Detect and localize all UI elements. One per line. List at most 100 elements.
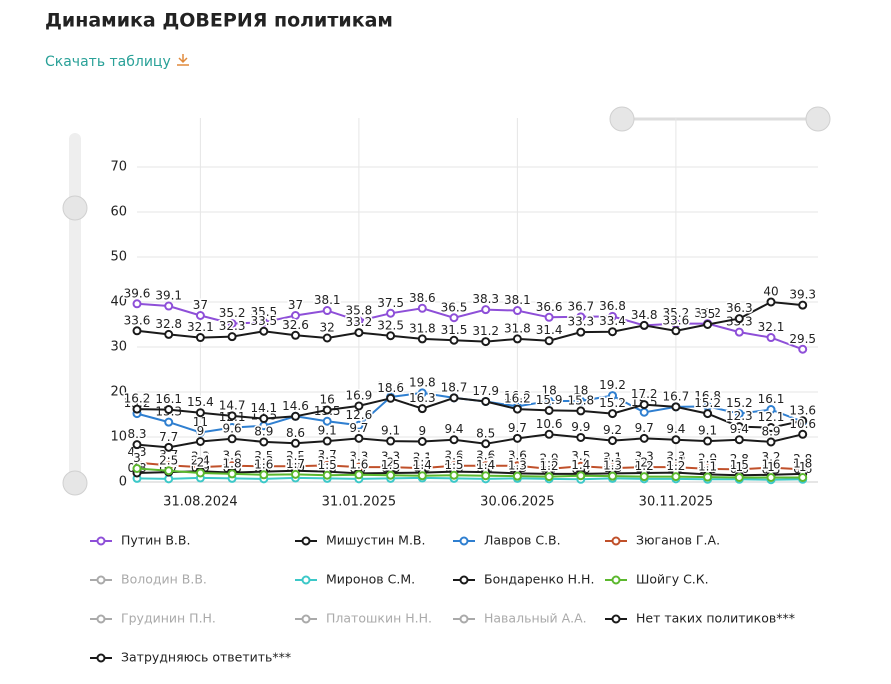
data-label: 2.1 [666,455,685,469]
data-label: 18.6 [377,381,404,395]
data-label: 1.3 [508,459,527,473]
data-label: 15.9 [536,393,563,407]
data-label: 9.9 [571,420,590,434]
data-point [798,429,808,439]
data-label: 0.8 [603,461,622,475]
data-point [512,404,522,414]
x-tick-label: 31.01.2025 [322,495,396,510]
chart-title: Динамика ДОВЕРИЯ политикам [45,10,393,32]
data-point [576,432,586,442]
legend-label[interactable]: Лавров С.В. [484,533,561,548]
data-label: 34.8 [631,308,658,322]
data-point [227,434,237,444]
data-label: 9.1 [381,424,400,438]
y-tick-label: 30 [110,340,127,355]
data-point [386,436,396,446]
data-label: 1.7 [286,457,305,471]
data-label: 9 [197,424,205,438]
data-point [227,411,237,421]
data-label: 0.6 [698,462,717,476]
data-label: 8.9 [761,424,780,438]
data-label: 18 [541,384,556,398]
legend-label[interactable]: Володин В.В. [121,572,207,587]
download-icon[interactable] [177,54,189,66]
data-label: 2.5 [286,453,305,467]
data-point [703,472,713,482]
data-label: 31.2 [472,324,499,338]
data-label: 39.6 [124,286,151,300]
legend-label[interactable]: Зюганов Г.А. [636,533,720,548]
data-label: 1.2 [666,459,685,473]
series-line [136,433,803,449]
data-point [417,388,427,398]
data-label: 18.9 [377,379,404,393]
legend-label[interactable]: Грудинин П.Н. [121,611,216,626]
vertical-slider[interactable] [62,133,88,496]
data-label: 16.2 [504,392,531,406]
data-label: 1 [767,460,775,474]
data-label: 32.1 [187,320,214,334]
legend-marker [301,575,311,585]
data-label: 3.1 [603,451,622,465]
data-point [576,312,586,322]
data-label: 11 [193,415,208,429]
legend-label[interactable]: Нет таких политиков*** [636,611,795,626]
data-point [259,317,269,327]
y-tick-label: 50 [110,250,127,265]
data-label: 16.9 [346,388,373,402]
legend-marker [611,614,621,624]
data-label: 1.4 [476,458,495,472]
data-label: 0.8 [508,461,527,475]
data-label: 31.4 [536,323,563,337]
legend-label[interactable]: Бондаренко Н.Н. [484,572,594,587]
data-point [132,440,142,450]
horizontal-slider[interactable] [609,106,831,132]
data-label: 36.7 [567,299,594,313]
legend-label[interactable]: Мишустин М.В. [326,533,425,548]
legend-label[interactable]: Миронов С.М. [326,572,415,587]
data-label: 38.6 [409,291,436,305]
data-label: 35.5 [250,305,277,319]
data-point [734,327,744,337]
download-link[interactable]: Скачать таблицу [45,54,171,70]
data-label: 16.3 [409,391,436,405]
legend-label[interactable]: Навальный А.А. [484,611,587,626]
data-label: 1.3 [603,459,622,473]
data-point [734,314,744,324]
data-point [417,471,427,481]
data-label: 3.6 [508,448,527,462]
data-point [766,333,776,343]
data-label: 1.5 [318,458,337,472]
data-point [417,334,427,344]
data-point [512,334,522,344]
data-label: 1.7 [698,457,717,471]
data-point [576,396,586,406]
data-label: 1.8 [571,456,590,470]
data-point [227,332,237,342]
data-label: 8.3 [127,427,146,441]
data-point [195,468,205,478]
data-label: 32 [320,321,335,335]
data-label: 12.1 [758,410,785,424]
data-label: 29.5 [789,332,816,346]
data-point [734,473,744,482]
legend-label[interactable]: Платошкин Н.Н. [326,611,432,626]
data-label: 3.5 [571,449,590,463]
data-point [259,437,269,447]
x-tick-label: 30.11.2025 [639,495,713,510]
data-label: 2.2 [159,455,178,469]
data-point [291,311,300,320]
data-point [798,300,808,310]
data-point [449,335,459,345]
data-label: 2.1 [223,455,242,469]
data-label: 39.3 [789,288,816,302]
legend-label[interactable]: Затрудняюсь ответить*** [121,650,291,665]
data-point [544,396,554,406]
legend-label[interactable]: Путин В.В. [121,533,190,548]
data-label: 31.8 [504,321,531,335]
data-label: 8.5 [476,426,495,440]
data-label: 8.9 [254,424,273,438]
data-label: 15.4 [187,395,214,409]
legend-label[interactable]: Шойгу С.К. [636,572,709,587]
data-label: 9.1 [318,424,337,438]
